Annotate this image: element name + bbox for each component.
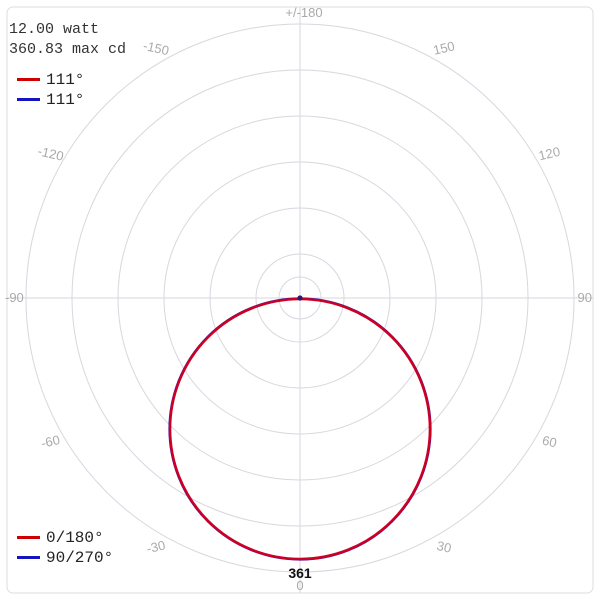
svg-text:-30: -30 (145, 537, 167, 556)
svg-text:-60: -60 (40, 432, 62, 451)
svg-text:361: 361 (288, 565, 312, 581)
svg-text:150: 150 (432, 38, 457, 57)
svg-text:-90: -90 (5, 290, 24, 305)
svg-text:90: 90 (578, 290, 592, 305)
svg-text:60: 60 (541, 433, 558, 451)
svg-text:+/-180: +/-180 (285, 5, 322, 20)
svg-text:-120: -120 (36, 143, 65, 163)
svg-text:120: 120 (537, 144, 562, 163)
svg-text:30: 30 (435, 538, 452, 556)
svg-text:-150: -150 (142, 38, 171, 58)
